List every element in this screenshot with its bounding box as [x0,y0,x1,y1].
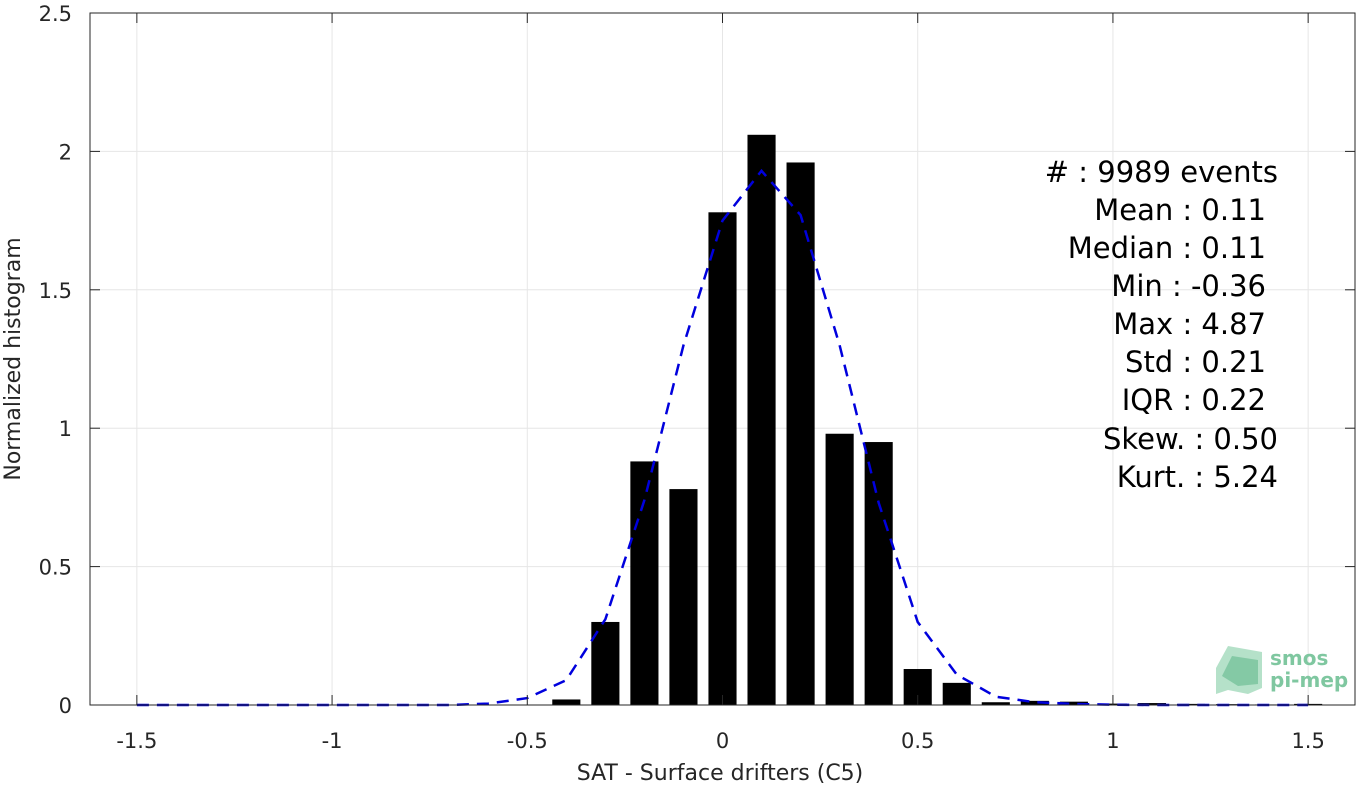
stat-min: Min : -0.36 [1111,269,1266,303]
logo-text-pimep: pi-mep [1270,668,1348,692]
x-axis-label: SAT - Surface drifters (C5) [577,761,864,785]
stat-kurt: Kurt. : 5.24 [1117,460,1278,494]
bar [942,682,971,705]
fit-curve [136,168,1309,707]
y-tick-label: 0.5 [39,556,72,580]
bar [981,702,1010,705]
fit-line [136,168,1309,707]
stat-max: Max : 4.87 [1113,307,1266,341]
bar [708,212,737,705]
y-tick-label: 1 [59,417,72,441]
x-tick-label: 1.5 [1291,729,1324,753]
stat-iqr: IQR : 0.22 [1122,383,1266,417]
y-tick-label: 2.5 [39,2,72,26]
x-tick-label: 0.5 [901,729,934,753]
bar [669,489,698,705]
stat-skew: Skew. : 0.50 [1103,422,1278,456]
y-tick-label: 0 [59,694,72,718]
stat-std: Std : 0.21 [1125,345,1266,379]
x-tick-label: -1.5 [116,729,157,753]
logo-text-smos: smos [1270,646,1328,670]
stat-mean: Mean : 0.11 [1094,193,1266,227]
x-tick-label: -0.5 [507,729,548,753]
y-axis-label: Normalized histogram [1,237,26,480]
stat-count: # : 9989 events [1045,155,1278,189]
stat-median: Median : 0.11 [1068,231,1266,265]
bar [552,699,581,705]
bar [1020,700,1049,705]
bar [747,134,776,706]
axes [89,12,1356,706]
bar [1137,703,1167,705]
y-tick-labels: 0 0.5 1 1.5 2 2.5 [39,2,72,718]
smos-pi-mep-logo: smos pi-mep [1216,646,1348,694]
y-tick-label: 1.5 [39,279,72,303]
x-tick-label: -1 [322,729,343,753]
x-tick-label: 0 [716,729,729,753]
y-tick-label: 2 [59,140,72,164]
bar [1176,703,1206,705]
bar [786,162,815,706]
bar [630,461,659,705]
x-tick-labels: -1.5 -1 -0.5 0 0.5 1 1.5 [116,729,1324,753]
bar [864,442,893,705]
stats-box: # : 9989 events Mean : 0.11 Median : 0.1… [1045,155,1278,494]
bar [825,433,854,705]
logo-wave-icon-inner [1222,656,1258,686]
x-tick-label: 1 [1106,729,1119,753]
bar [1059,701,1088,705]
